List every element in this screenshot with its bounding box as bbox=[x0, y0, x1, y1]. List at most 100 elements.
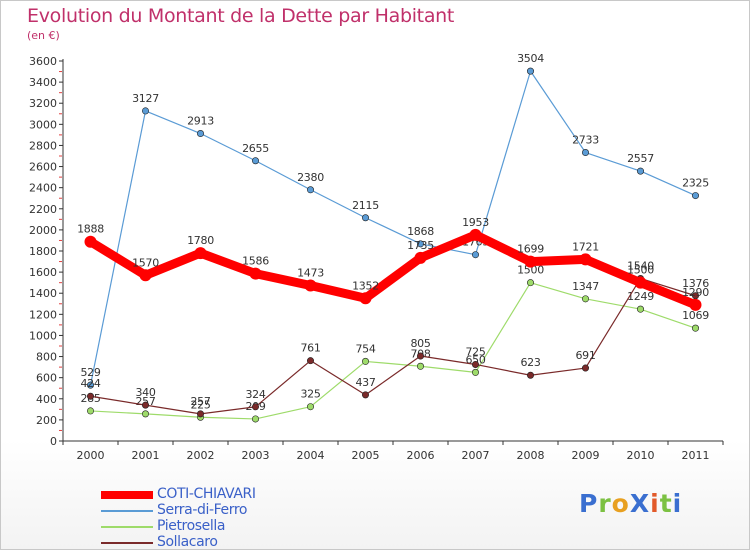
x-tick-label: 2006 bbox=[407, 449, 435, 462]
x-tick-label: 2003 bbox=[242, 449, 270, 462]
x-tick-label: 2011 bbox=[682, 449, 710, 462]
data-label: 1500 bbox=[517, 264, 544, 277]
y-tick-label: 2600 bbox=[29, 161, 57, 174]
data-label: 1500 bbox=[627, 264, 654, 277]
data-point bbox=[306, 186, 314, 194]
data-label: 2115 bbox=[352, 199, 379, 212]
data-label: 1290 bbox=[682, 286, 709, 299]
data-point bbox=[84, 235, 97, 248]
data-label: 340 bbox=[135, 386, 155, 399]
data-point bbox=[526, 279, 534, 287]
y-tick-label: 1000 bbox=[29, 329, 57, 342]
data-label: 529 bbox=[80, 366, 100, 379]
y-tick-label: 3000 bbox=[29, 118, 57, 131]
data-point bbox=[142, 107, 150, 115]
data-label: 1780 bbox=[187, 234, 214, 247]
legend-label: Sollacaro bbox=[157, 534, 218, 550]
data-point bbox=[361, 214, 369, 222]
x-tick-label: 2004 bbox=[297, 449, 325, 462]
data-point bbox=[581, 295, 589, 303]
data-point bbox=[416, 240, 424, 248]
chart-subtitle: (en €) bbox=[27, 29, 60, 42]
series-line bbox=[89, 277, 697, 415]
series-line bbox=[89, 70, 697, 386]
data-label: 1347 bbox=[572, 280, 599, 293]
x-tick-label: 2002 bbox=[187, 449, 215, 462]
x-tick-label: 2001 bbox=[132, 449, 160, 462]
data-point bbox=[469, 228, 482, 241]
data-label: 1069 bbox=[682, 309, 709, 322]
y-tick-label: 2200 bbox=[29, 203, 57, 216]
y-tick-label: 3200 bbox=[29, 97, 57, 110]
y-tick-label: 3600 bbox=[29, 55, 57, 68]
data-point bbox=[636, 167, 644, 175]
data-point bbox=[689, 298, 702, 311]
y-tick-label: 1400 bbox=[29, 287, 57, 300]
y-tick-label: 1800 bbox=[29, 245, 57, 258]
data-point bbox=[691, 192, 699, 200]
legend-swatch bbox=[101, 491, 153, 499]
data-point bbox=[416, 362, 424, 370]
x-tick-label: 2007 bbox=[462, 449, 490, 462]
data-label: 761 bbox=[300, 342, 320, 355]
data-point bbox=[526, 371, 534, 379]
data-point bbox=[581, 149, 589, 157]
data-point bbox=[416, 352, 424, 360]
data-label: 1888 bbox=[77, 223, 104, 236]
chart-title: Evolution du Montant de la Dette par Hab… bbox=[27, 5, 455, 27]
data-label: 324 bbox=[245, 388, 265, 401]
data-label: 2380 bbox=[297, 171, 324, 184]
data-label: 424 bbox=[80, 377, 100, 390]
y-tick-label: 200 bbox=[36, 414, 57, 427]
legend-label: COTI-CHIAVARI bbox=[157, 486, 256, 502]
data-point bbox=[581, 364, 589, 372]
y-tick-label: 600 bbox=[36, 372, 57, 385]
data-label: 3127 bbox=[132, 92, 159, 105]
y-tick-label: 2000 bbox=[29, 224, 57, 237]
data-point bbox=[414, 251, 427, 264]
data-point bbox=[142, 410, 150, 418]
data-point bbox=[471, 251, 479, 259]
y-tick-label: 400 bbox=[36, 393, 57, 406]
y-tick-label: 2800 bbox=[29, 139, 57, 152]
data-label: 805 bbox=[410, 337, 430, 350]
proxiti-logo: ProXiti bbox=[579, 489, 683, 518]
data-point bbox=[526, 67, 534, 75]
data-label: 1570 bbox=[132, 256, 159, 269]
data-point bbox=[304, 279, 317, 292]
x-tick-label: 2005 bbox=[352, 449, 380, 462]
data-point bbox=[471, 360, 479, 368]
data-label: 1249 bbox=[627, 290, 654, 303]
data-point bbox=[139, 269, 152, 282]
data-point bbox=[252, 157, 260, 165]
data-label: 1953 bbox=[462, 216, 489, 229]
data-point bbox=[579, 253, 592, 266]
data-label: 1376 bbox=[682, 277, 709, 290]
data-point bbox=[361, 357, 369, 365]
data-point bbox=[471, 368, 479, 376]
data-point bbox=[634, 276, 647, 289]
data-label: 325 bbox=[300, 388, 320, 401]
data-label: 1721 bbox=[572, 240, 599, 253]
legend-swatch bbox=[101, 542, 153, 544]
y-tick-label: 1600 bbox=[29, 266, 57, 279]
y-tick-label: 1200 bbox=[29, 308, 57, 321]
data-label: 257 bbox=[190, 395, 210, 408]
data-point bbox=[87, 381, 95, 389]
data-point bbox=[142, 401, 150, 409]
data-label: 1473 bbox=[297, 267, 324, 280]
data-label: 691 bbox=[575, 349, 595, 362]
series-line bbox=[86, 230, 700, 310]
data-point bbox=[87, 392, 95, 400]
data-point bbox=[524, 255, 537, 268]
data-label: 1540 bbox=[627, 259, 654, 272]
data-point bbox=[359, 292, 372, 305]
data-point bbox=[197, 410, 205, 418]
data-label: 3504 bbox=[517, 52, 544, 65]
data-label: 2655 bbox=[242, 142, 269, 155]
y-tick-label: 3400 bbox=[29, 76, 57, 89]
data-point bbox=[636, 305, 644, 313]
x-tick-label: 2000 bbox=[77, 449, 105, 462]
line-chart: 0 200 400 600 800 1000 1200 1400 1600 1800 2000 220… bbox=[29, 52, 724, 462]
